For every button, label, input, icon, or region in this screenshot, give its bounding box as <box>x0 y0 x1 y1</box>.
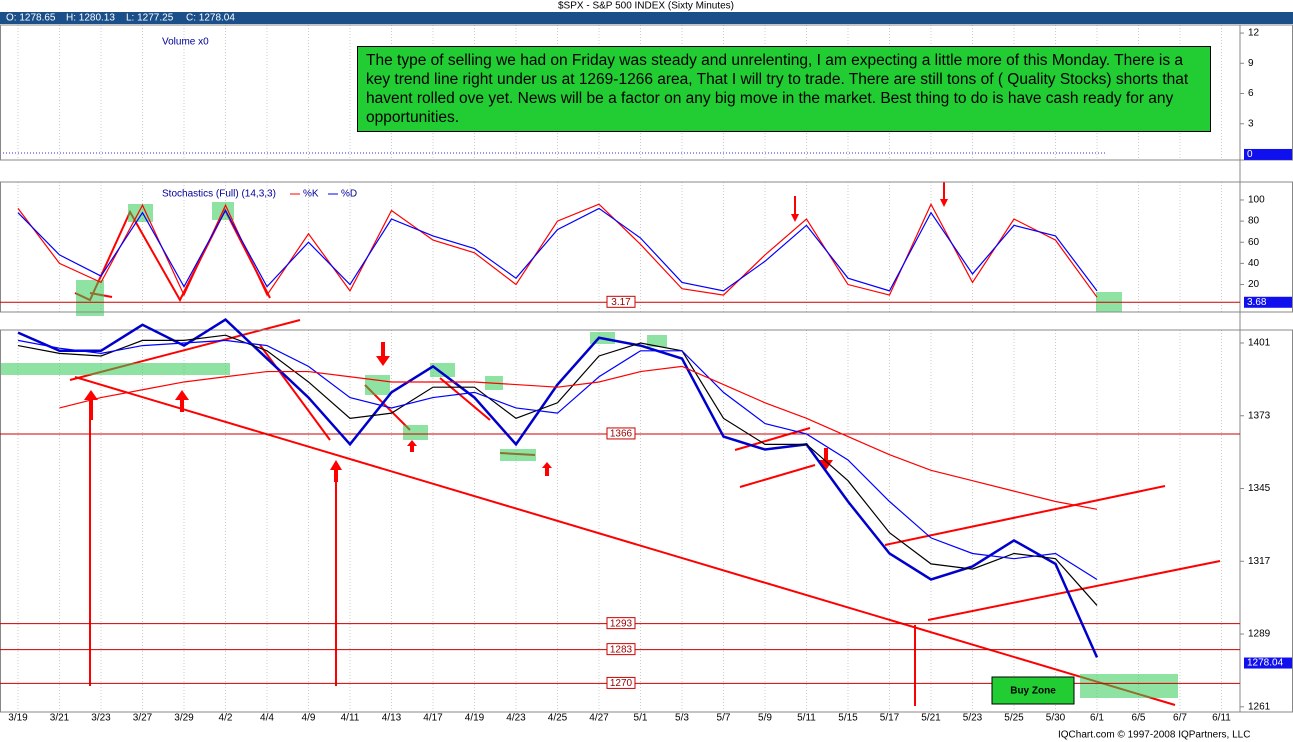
last-value-badge <box>1244 296 1292 308</box>
legend-label: %D <box>341 189 357 200</box>
series-line <box>17 207 1098 292</box>
y-tick-label: 40 <box>1248 258 1260 269</box>
level-label: 1366 <box>610 429 633 440</box>
chart-title: $SPX - S&P 500 INDEX (Sixty Minutes) <box>558 1 734 12</box>
y-tick-label: 3 <box>1248 118 1254 129</box>
panel-frame <box>0 329 1293 713</box>
x-tick-label: 3/19 <box>8 713 28 724</box>
last-value: 3.68 <box>1247 297 1267 308</box>
ohlc: O: 1278.65 <box>6 13 56 24</box>
legend-label: %K <box>303 189 319 200</box>
y-tick-label: 1345 <box>1248 483 1271 494</box>
x-tick-label: 5/23 <box>963 713 983 724</box>
last-value: 0 <box>1247 149 1253 160</box>
x-tick-label: 3/23 <box>91 713 111 724</box>
y-tick-label: 100 <box>1248 195 1265 206</box>
y-tick-label: 1401 <box>1248 338 1271 349</box>
buy-zone-box <box>991 676 1075 705</box>
arrows <box>84 199 948 482</box>
x-tick-label: 4/25 <box>548 713 568 724</box>
last-value-badge <box>1244 148 1292 160</box>
ohlc: H: 1280.13 <box>66 13 115 24</box>
y-tick-label: 1317 <box>1248 556 1271 567</box>
y-tick-label: 1289 <box>1248 629 1271 640</box>
series-line <box>17 334 1098 606</box>
y-tick-label: 6 <box>1248 88 1254 99</box>
level-label-box <box>606 427 636 440</box>
x-tick-label: 4/9 <box>302 713 316 724</box>
y-tick-label: 20 <box>1248 279 1260 290</box>
x-tick-label: 4/2 <box>219 713 233 724</box>
x-tick-label: 5/11 <box>797 713 816 724</box>
x-tick-label: 5/17 <box>880 713 900 724</box>
x-tick-label: 4/19 <box>465 713 485 724</box>
x-tick-label: 5/3 <box>675 713 689 724</box>
x-tick-label: 5/30 <box>1046 713 1066 724</box>
level-label-box <box>606 617 636 630</box>
x-tick-label: 5/25 <box>1004 713 1024 724</box>
footer: IQChart.com © 1997-2008 IQPartners, LLC <box>1058 730 1250 741</box>
drawings <box>69 182 1221 706</box>
x-tick-label: 4/17 <box>423 713 443 724</box>
level-label: 1270 <box>610 678 633 689</box>
buy-zone-label: Buy Zone <box>1010 686 1056 697</box>
level-label-box <box>606 643 636 656</box>
series-line <box>59 365 1098 510</box>
series-line <box>17 339 1098 580</box>
x-tick-label: 5/7 <box>717 713 731 724</box>
ohlc: C: 1278.04 <box>186 13 235 24</box>
x-tick-label: 4/13 <box>382 713 402 724</box>
annotation-box: The type of selling we had on Friday was… <box>357 46 1211 132</box>
x-tick-label: 5/21 <box>921 713 941 724</box>
y-tick-label: 1261 <box>1248 701 1271 712</box>
x-tick-label: 4/11 <box>341 713 360 724</box>
y-tick-label: 1373 <box>1248 410 1271 421</box>
x-tick-label: 6/1 <box>1090 713 1104 724</box>
info-bar <box>0 12 1293 24</box>
y-tick-label: 80 <box>1248 216 1260 227</box>
x-tick-label: 4/23 <box>506 713 526 724</box>
x-tick-label: 3/21 <box>50 713 70 724</box>
x-tick-label: 6/5 <box>1132 713 1146 724</box>
last-value-badge <box>1244 657 1292 669</box>
x-tick-label: 5/15 <box>838 713 858 724</box>
panel-label: Stochastics (Full) (14,3,3) <box>162 189 276 200</box>
y-tick-label: 9 <box>1248 58 1254 69</box>
x-tick-label: 4/27 <box>589 713 609 724</box>
level-label: 1283 <box>610 644 633 655</box>
y-tick-label: 12 <box>1248 28 1260 39</box>
last-value: 1278.04 <box>1247 658 1284 669</box>
level-label: 3.17 <box>611 297 631 308</box>
panel-label: Volume x0 <box>162 37 209 48</box>
x-tick-label: 6/11 <box>1212 713 1231 724</box>
y-tick-label: 60 <box>1248 237 1260 248</box>
level-label: 1293 <box>610 618 633 629</box>
x-tick-label: 4/4 <box>260 713 274 724</box>
level-label-box <box>606 295 636 308</box>
series-line <box>17 318 1099 658</box>
ohlc: L: 1277.25 <box>126 13 174 24</box>
x-tick-label: 5/9 <box>758 713 772 724</box>
level-label-box <box>606 676 636 689</box>
x-tick-label: 3/29 <box>174 713 194 724</box>
x-tick-label: 6/7 <box>1173 713 1187 724</box>
x-tick-label: 5/1 <box>634 713 648 724</box>
series-line <box>17 202 1098 298</box>
x-tick-label: 3/27 <box>133 713 153 724</box>
highlights <box>0 202 1178 698</box>
